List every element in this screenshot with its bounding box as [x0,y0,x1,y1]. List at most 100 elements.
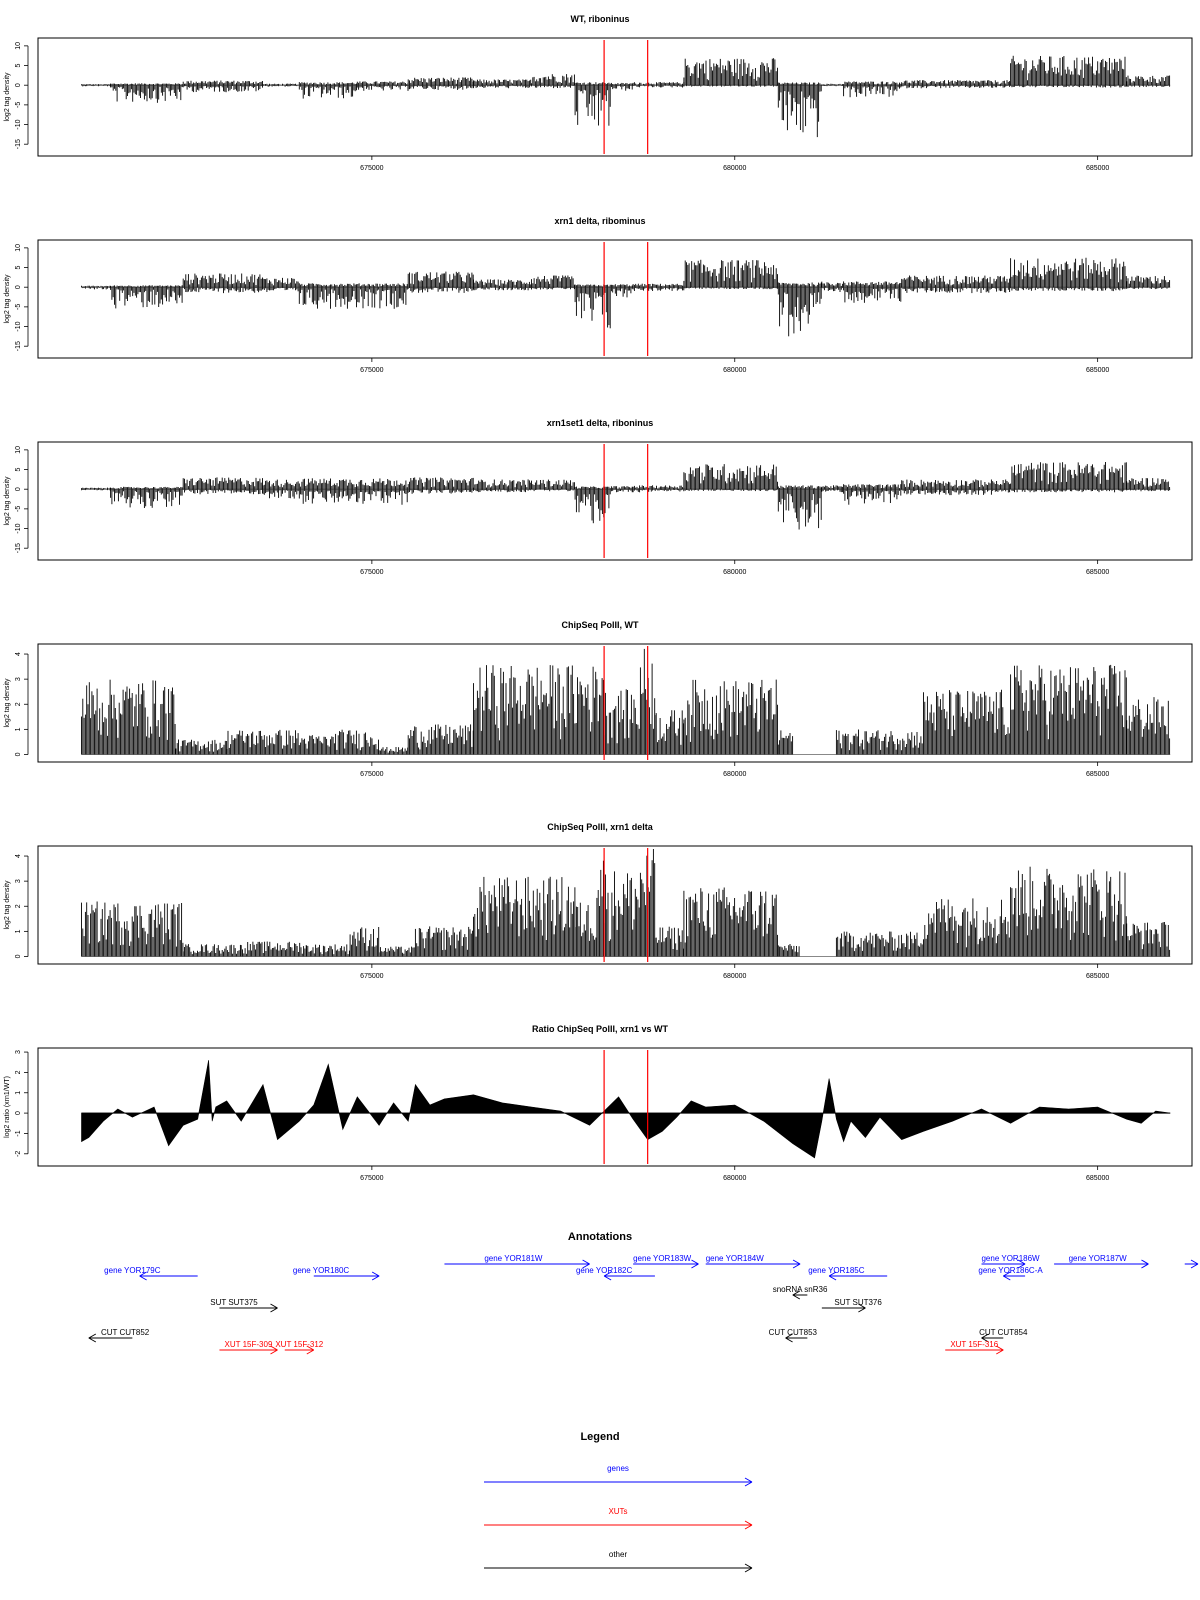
track-panels: WT, riboninus 10 5 0 -5 -10 -15 log2 tag densit… [4,14,1193,1182]
density-segment [901,80,1011,89]
density-segment [777,82,822,138]
panel-title: xrn1 delta, ribominus [554,216,645,226]
y-tick-label: -10 [15,321,22,331]
density-segment [821,281,844,292]
density-segment [81,84,111,87]
y-tick-label: 10 [15,244,22,252]
density-segment [574,284,611,329]
density-segment [110,486,183,508]
y-tick-label: 10 [15,42,22,50]
density-segment [473,79,532,89]
plot-frame [37,239,1193,359]
y-tick-label: -10 [15,523,22,533]
density-segment [81,285,111,290]
y-tick-label: 10 [15,446,22,454]
density-segment [843,281,902,303]
y-axis-label: log2 tag density [4,72,11,122]
y-tick-label: -15 [15,543,22,553]
y-axis-label: log2 tag density [4,274,11,324]
data-marks [81,462,1171,530]
density-segment [1010,462,1127,493]
y-tick-label: 5 [15,265,22,269]
plot-frame [37,37,1193,157]
density-segment [610,486,633,493]
y-tick-label: -5 [15,304,22,310]
density-segment [531,479,575,492]
density-segment [683,464,778,492]
plot-frame [37,441,1193,561]
track-panel-2: xrn1 delta, ribominus 10 5 0 -5 -10 -15 log2 ta… [4,216,1193,374]
density-segment [632,283,685,291]
y-tick-label: -5 [15,102,22,108]
density-segment [1126,75,1171,88]
density-segment [407,271,474,293]
y-tick-label: 5 [15,63,22,67]
panel-title: WT, riboninus [571,14,630,24]
density-segment [262,83,299,87]
y-tick-label: -5 [15,506,22,512]
track-panel-3: xrn1set1 delta, riboninus 10 5 0 -5 -10 -15 log… [4,418,1193,576]
y-tick-label: -15 [15,139,22,149]
y-tick-label: -10 [15,119,22,129]
density-segment [843,81,902,98]
y-tick-label: 0 [15,285,22,289]
x-tick-label: 685000 [1086,367,1109,374]
density-segment [777,485,822,530]
density-segment [298,478,408,505]
track-panel-1: WT, riboninus 10 5 0 -5 -10 -15 log2 tag densit… [4,14,1193,172]
density-segment [110,83,183,103]
y-tick-label: 0 [15,83,22,87]
y-tick-label: 5 [15,467,22,471]
density-segment [298,82,357,99]
density-segment [407,477,474,494]
density-segment [81,487,111,491]
density-segment [610,284,633,298]
density-segment [777,282,822,337]
density-segment [473,479,532,493]
density-segment [182,273,263,294]
y-axis: 10 5 0 -5 -10 -15 [15,446,29,553]
density-segment [262,277,299,292]
density-segment [632,82,685,88]
x-tick-label: 680000 [723,165,746,172]
density-segment [298,283,408,309]
density-segment [531,275,575,290]
density-segment [407,77,474,90]
density-segment [843,484,902,505]
y-axis-label: log2 tag density [4,476,11,526]
density-segment [531,74,575,89]
y-tick-label: -15 [15,341,22,351]
density-segment [262,479,299,499]
density-segment [821,83,844,87]
x-tick-label: 680000 [723,569,746,576]
density-segment [610,82,633,91]
data-marks [81,257,1171,337]
density-segment [821,485,844,493]
x-tick-label: 675000 [360,367,383,374]
panel-title: xrn1set1 delta, riboninus [547,418,654,428]
data-marks [81,55,1171,138]
density-segment [182,477,263,495]
density-segment [356,81,409,91]
density-segment [901,479,1011,496]
density-segment [901,275,1011,294]
density-segment [1010,257,1127,292]
density-segment [110,285,183,309]
density-segment [1010,55,1127,88]
y-axis: 10 5 0 -5 -10 -15 [15,42,29,149]
y-tick-label: 0 [15,487,22,491]
y-axis: 10 5 0 -5 -10 -15 [15,244,29,351]
x-tick-label: 680000 [723,367,746,374]
density-segment [574,82,611,126]
density-segment [683,259,778,290]
density-segment [182,80,263,93]
x-tick-label: 685000 [1086,569,1109,576]
x-tick-label: 675000 [360,165,383,172]
x-tick-label: 675000 [360,569,383,576]
x-tick-label: 685000 [1086,165,1109,172]
density-segment [1126,275,1171,290]
density-segment [683,58,778,87]
density-segment [574,486,611,524]
density-segment [473,279,532,291]
